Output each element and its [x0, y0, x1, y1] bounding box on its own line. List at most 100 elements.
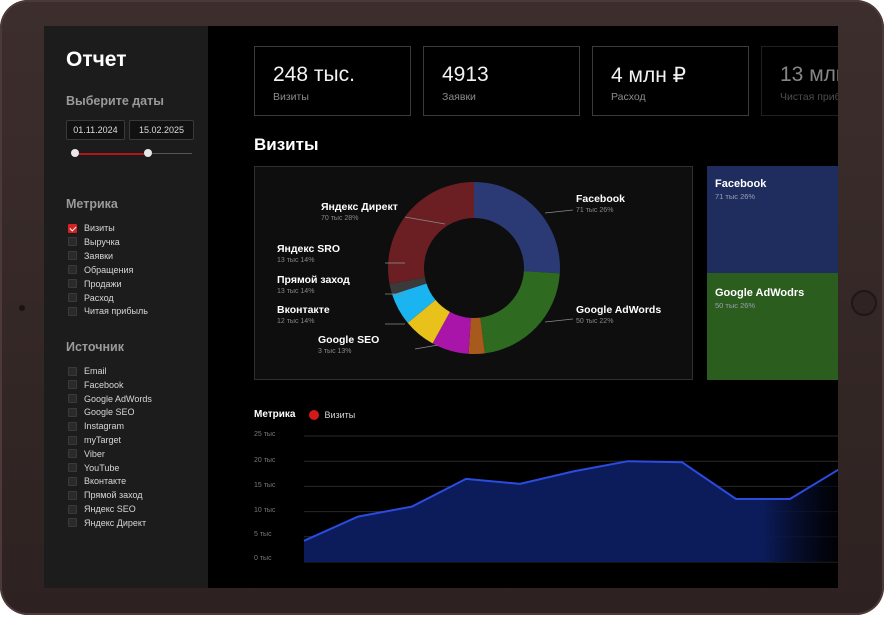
checkbox[interactable] — [68, 421, 77, 431]
source-checkbox-row[interactable]: Facebook — [68, 379, 124, 391]
source-checkbox-row[interactable]: Яндекс Директ — [68, 517, 146, 529]
source-checkbox-row[interactable]: Email — [68, 365, 107, 377]
checkbox[interactable] — [68, 306, 77, 316]
checkbox[interactable] — [68, 265, 77, 275]
source-section-label: Источник — [66, 340, 124, 354]
checkbox[interactable] — [68, 476, 77, 486]
treemap-panel: Facebook 71 тыс 26% Google AdWodrs 50 ты… — [707, 166, 838, 380]
donut-label-google-seo: Google SEO — [318, 334, 380, 346]
kpi-value: 4 млн ₽ — [611, 64, 686, 87]
source-label: Email — [84, 366, 107, 376]
line-chart-title: Метрика — [254, 409, 296, 420]
donut-leader-line — [404, 216, 446, 225]
donut-segment[interactable] — [432, 311, 471, 354]
donut-segment[interactable] — [388, 182, 474, 285]
kpi-card-net-profit[interactable]: 13 млн Чистая прибыль — [761, 46, 838, 116]
source-checkbox-row[interactable]: Instagram — [68, 420, 124, 432]
camera-dot — [19, 305, 25, 311]
y-tick-label: 15 тыс — [254, 482, 276, 489]
source-checkbox-row[interactable]: Google AdWords — [68, 393, 152, 405]
metric-label: Заявки — [84, 250, 114, 261]
kpi-label: Чистая прибыль — [780, 91, 838, 103]
metric-checkbox-row[interactable]: Визиты — [68, 222, 115, 234]
checkbox[interactable] — [68, 449, 77, 459]
screen: Отчет Выберите даты 01.11.2024 15.02.202… — [44, 26, 838, 588]
kpi-value: 248 тыс. — [273, 63, 355, 86]
donut-sub-google-seo: 3 тыс 13% — [318, 348, 352, 355]
source-label: Google SEO — [84, 407, 135, 418]
y-tick-label: 5 тыс — [254, 531, 272, 538]
donut-segment[interactable] — [407, 299, 450, 344]
y-tick-label: 20 тыс — [254, 457, 276, 464]
home-button[interactable] — [851, 290, 877, 316]
donut-label-vkontakte: Вконтакте — [277, 304, 330, 316]
checkbox[interactable] — [68, 463, 77, 473]
y-tick-label: 10 тыс — [254, 507, 276, 514]
source-checkbox-row[interactable]: Вконтакте — [68, 475, 126, 487]
checkbox[interactable] — [68, 366, 77, 376]
checkbox[interactable] — [68, 223, 77, 233]
donut-segment[interactable] — [480, 271, 560, 354]
kpi-label: Заявки — [442, 91, 476, 103]
donut-sub-yandex-sro: 13 тыс 14% — [277, 257, 315, 264]
donut-leader-line — [544, 209, 574, 214]
checkbox[interactable] — [68, 407, 77, 417]
donut-leader-line — [544, 318, 574, 323]
treemap-tile-name: Facebook — [715, 178, 767, 190]
checkbox[interactable] — [68, 518, 77, 528]
donut-segment[interactable] — [468, 317, 485, 354]
source-checkbox-row[interactable]: Прямой заход — [68, 489, 143, 501]
checkbox[interactable] — [68, 279, 77, 289]
checkbox[interactable] — [68, 293, 77, 302]
donut-sub-vkontakte: 12 тыс 14% — [277, 318, 315, 325]
kpi-card-visits[interactable]: 248 тыс. Визиты — [254, 46, 411, 116]
treemap-tile-sub: 71 тыс 26% — [715, 192, 756, 201]
checkbox[interactable] — [68, 380, 77, 390]
source-label: Facebook — [84, 379, 124, 390]
kpi-card-expenses[interactable]: 4 млн ₽ Расход — [592, 46, 749, 116]
date-to-input[interactable]: 15.02.2025 — [129, 120, 194, 140]
kpi-card-requests[interactable]: 4913 Заявки — [423, 46, 580, 116]
metric-checkbox-row[interactable]: Заявки — [68, 250, 113, 262]
metric-label: Продажи — [84, 278, 122, 289]
metric-checkbox-row[interactable]: Читая прибыль — [68, 305, 148, 317]
checkbox[interactable] — [68, 504, 77, 514]
donut-label-direct-visit: Прямой заход — [277, 274, 350, 286]
checkbox[interactable] — [68, 394, 77, 404]
metric-checkbox-row[interactable]: Расход — [68, 292, 114, 304]
checkbox[interactable] — [68, 490, 77, 500]
source-label: Instagram — [84, 421, 125, 432]
treemap-tile-google-adwords[interactable]: Google AdWodrs 50 тыс 26% — [707, 273, 838, 380]
source-checkbox-row[interactable]: YouTube — [68, 462, 119, 474]
date-from-input[interactable]: 01.11.2024 — [66, 120, 125, 140]
source-checkbox-row[interactable]: Яндекс SEO — [68, 503, 136, 515]
metric-checkbox-row[interactable]: Выручка — [68, 236, 120, 248]
donut-label-yandex-sro: Яндекс SRO — [277, 243, 341, 255]
donut-segment[interactable] — [392, 283, 436, 323]
donut-segment[interactable] — [389, 277, 427, 295]
treemap-tile-facebook[interactable]: Facebook 71 тыс 26% — [707, 166, 838, 273]
donut-segment[interactable] — [474, 182, 560, 274]
sidebar: Отчет Выберите даты 01.11.2024 15.02.202… — [44, 26, 208, 588]
checkbox[interactable] — [68, 251, 77, 261]
source-checkbox-row[interactable]: Viber — [68, 448, 105, 460]
metric-checkbox-row[interactable]: Обращения — [68, 264, 133, 276]
visits-section-title: Визиты — [254, 135, 319, 154]
source-label: myTarget — [84, 435, 122, 445]
checkbox[interactable] — [68, 435, 77, 445]
source-label: Google AdWords — [84, 393, 152, 404]
source-label: YouTube — [84, 462, 120, 473]
metric-checkbox-row[interactable]: Продажи — [68, 278, 122, 290]
y-tick-label: 25 тыс — [254, 431, 276, 438]
date-section-label: Выберите даты — [66, 94, 164, 108]
checkbox[interactable] — [68, 237, 77, 247]
date-slider-start-handle[interactable] — [71, 149, 79, 157]
date-slider-end-handle[interactable] — [144, 149, 152, 157]
donut-label-facebook: Facebook — [576, 193, 626, 205]
source-label: Вконтакте — [84, 476, 127, 487]
source-checkbox-row[interactable]: Google SEO — [68, 406, 135, 418]
metric-label: Читая прибыль — [84, 306, 148, 317]
visits-series-line[interactable] — [303, 460, 838, 542]
source-checkbox-row[interactable]: myTarget — [68, 434, 121, 446]
donut-sub-yandex-direct: 70 тыс 28% — [321, 215, 359, 222]
